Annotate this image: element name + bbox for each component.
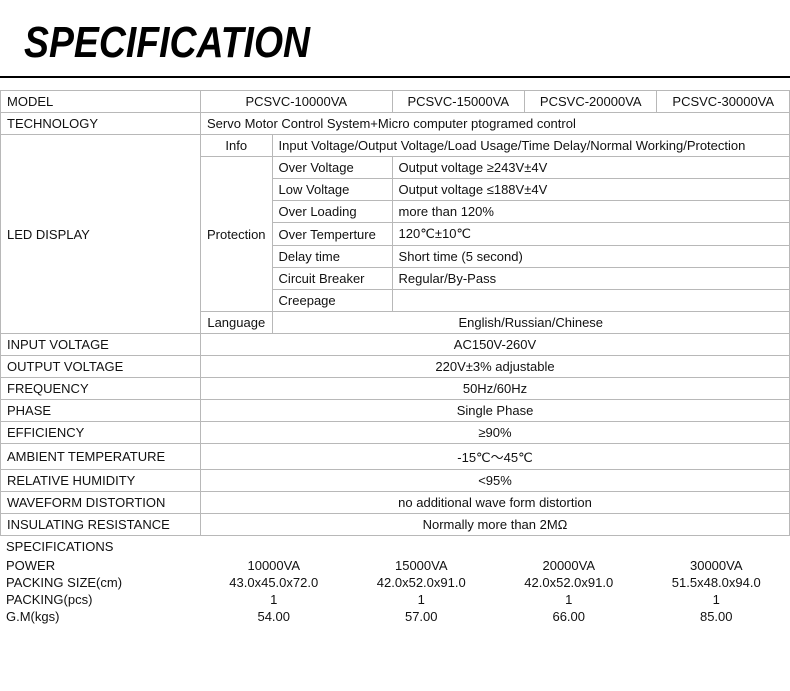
power-1: 15000VA [348, 557, 496, 574]
prot-overtemp-v: 120℃±10℃ [392, 223, 789, 246]
label-efficiency: EFFICIENCY [1, 422, 201, 444]
led-language-label: Language [201, 312, 273, 334]
spec-table: MODEL PCSVC-10000VA PCSVC-15000VA PCSVC-… [0, 90, 790, 536]
row-insulating: INSULATING RESISTANCE Normally more than… [1, 514, 790, 536]
label-packing-size: PACKING SIZE(cm) [0, 574, 200, 591]
specs-table: POWER 10000VA 15000VA 20000VA 30000VA PA… [0, 557, 790, 625]
value-phase: Single Phase [201, 400, 790, 422]
packing-size-2: 42.0x52.0x91.0 [495, 574, 643, 591]
value-frequency: 50Hz/60Hz [201, 378, 790, 400]
prot-overloading-k: Over Loading [272, 201, 392, 223]
led-info-value: Input Voltage/Output Voltage/Load Usage/… [272, 135, 789, 157]
prot-creepage-v [392, 290, 789, 312]
led-language-value: English/Russian/Chinese [272, 312, 789, 334]
label-technology: TECHNOLOGY [1, 113, 201, 135]
prot-overloading-v: more than 120% [392, 201, 789, 223]
label-insulating: INSULATING RESISTANCE [1, 514, 201, 536]
page-title: SPECIFICATION [24, 18, 675, 68]
gm-3: 85.00 [643, 608, 790, 625]
label-ambient-temp: AMBIENT TEMPERATURE [1, 444, 201, 470]
power-0: 10000VA [200, 557, 348, 574]
led-protection-label: Protection [201, 157, 273, 312]
row-rel-humidity: RELATIVE HUMIDITY <95% [1, 470, 790, 492]
label-power: POWER [0, 557, 200, 574]
led-info-label: Info [201, 135, 273, 157]
row-input-voltage: INPUT VOLTAGE AC150V-260V [1, 334, 790, 356]
row-phase: PHASE Single Phase [1, 400, 790, 422]
label-phase: PHASE [1, 400, 201, 422]
packing-pcs-1: 1 [348, 591, 496, 608]
packing-pcs-0: 1 [200, 591, 348, 608]
prot-creepage-k: Creepage [272, 290, 392, 312]
prot-overvoltage-v: Output voltage ≥243V±4V [392, 157, 789, 179]
value-output-voltage: 220V±3% adjustable [201, 356, 790, 378]
value-ambient-temp: -15℃～45℃ [201, 444, 790, 470]
label-model: MODEL [1, 91, 201, 113]
row-frequency: FREQUENCY 50Hz/60Hz [1, 378, 790, 400]
value-waveform: no additional wave form distortion [201, 492, 790, 514]
label-rel-humidity: RELATIVE HUMIDITY [1, 470, 201, 492]
row-power: POWER 10000VA 15000VA 20000VA 30000VA [0, 557, 790, 574]
packing-pcs-3: 1 [643, 591, 790, 608]
label-gm: G.M(kgs) [0, 608, 200, 625]
power-3: 30000VA [643, 557, 790, 574]
gm-0: 54.00 [200, 608, 348, 625]
packing-pcs-2: 1 [495, 591, 643, 608]
label-input-voltage: INPUT VOLTAGE [1, 334, 201, 356]
title-underline [0, 76, 790, 78]
row-output-voltage: OUTPUT VOLTAGE 220V±3% adjustable [1, 356, 790, 378]
prot-overvoltage-k: Over Voltage [272, 157, 392, 179]
power-2: 20000VA [495, 557, 643, 574]
value-insulating: Normally more than 2MΩ [201, 514, 790, 536]
value-rel-humidity: <95% [201, 470, 790, 492]
row-waveform: WAVEFORM DISTORTION no additional wave f… [1, 492, 790, 514]
technology-value: Servo Motor Control System+Micro compute… [201, 113, 790, 135]
label-led: LED DISPLAY [1, 135, 201, 334]
prot-delay-k: Delay time [272, 246, 392, 268]
value-input-voltage: AC150V-260V [201, 334, 790, 356]
packing-size-3: 51.5x48.0x94.0 [643, 574, 790, 591]
row-packing-size: PACKING SIZE(cm) 43.0x45.0x72.0 42.0x52.… [0, 574, 790, 591]
row-gm: G.M(kgs) 54.00 57.00 66.00 85.00 [0, 608, 790, 625]
packing-size-1: 42.0x52.0x91.0 [348, 574, 496, 591]
prot-lowvoltage-k: Low Voltage [272, 179, 392, 201]
prot-overtemp-k: Over Temperture [272, 223, 392, 246]
prot-breaker-k: Circuit Breaker [272, 268, 392, 290]
row-led-info: LED DISPLAY Info Input Voltage/Output Vo… [1, 135, 790, 157]
packing-size-0: 43.0x45.0x72.0 [200, 574, 348, 591]
prot-delay-v: Short time (5 second) [392, 246, 789, 268]
label-waveform: WAVEFORM DISTORTION [1, 492, 201, 514]
label-packing-pcs: PACKING(pcs) [0, 591, 200, 608]
model-1: PCSVC-15000VA [392, 91, 524, 113]
gm-1: 57.00 [348, 608, 496, 625]
label-frequency: FREQUENCY [1, 378, 201, 400]
model-0: PCSVC-10000VA [201, 91, 393, 113]
row-efficiency: EFFICIENCY ≥90% [1, 422, 790, 444]
model-2: PCSVC-20000VA [525, 91, 657, 113]
row-packing-pcs: PACKING(pcs) 1 1 1 1 [0, 591, 790, 608]
label-specifications: SPECIFICATIONS [0, 536, 790, 557]
model-3: PCSVC-30000VA [657, 91, 790, 113]
row-model: MODEL PCSVC-10000VA PCSVC-15000VA PCSVC-… [1, 91, 790, 113]
value-efficiency: ≥90% [201, 422, 790, 444]
prot-lowvoltage-v: Output voltage ≤188V±4V [392, 179, 789, 201]
gm-2: 66.00 [495, 608, 643, 625]
label-output-voltage: OUTPUT VOLTAGE [1, 356, 201, 378]
row-technology: TECHNOLOGY Servo Motor Control System+Mi… [1, 113, 790, 135]
prot-breaker-v: Regular/By-Pass [392, 268, 789, 290]
row-ambient-temp: AMBIENT TEMPERATURE -15℃～45℃ [1, 444, 790, 470]
